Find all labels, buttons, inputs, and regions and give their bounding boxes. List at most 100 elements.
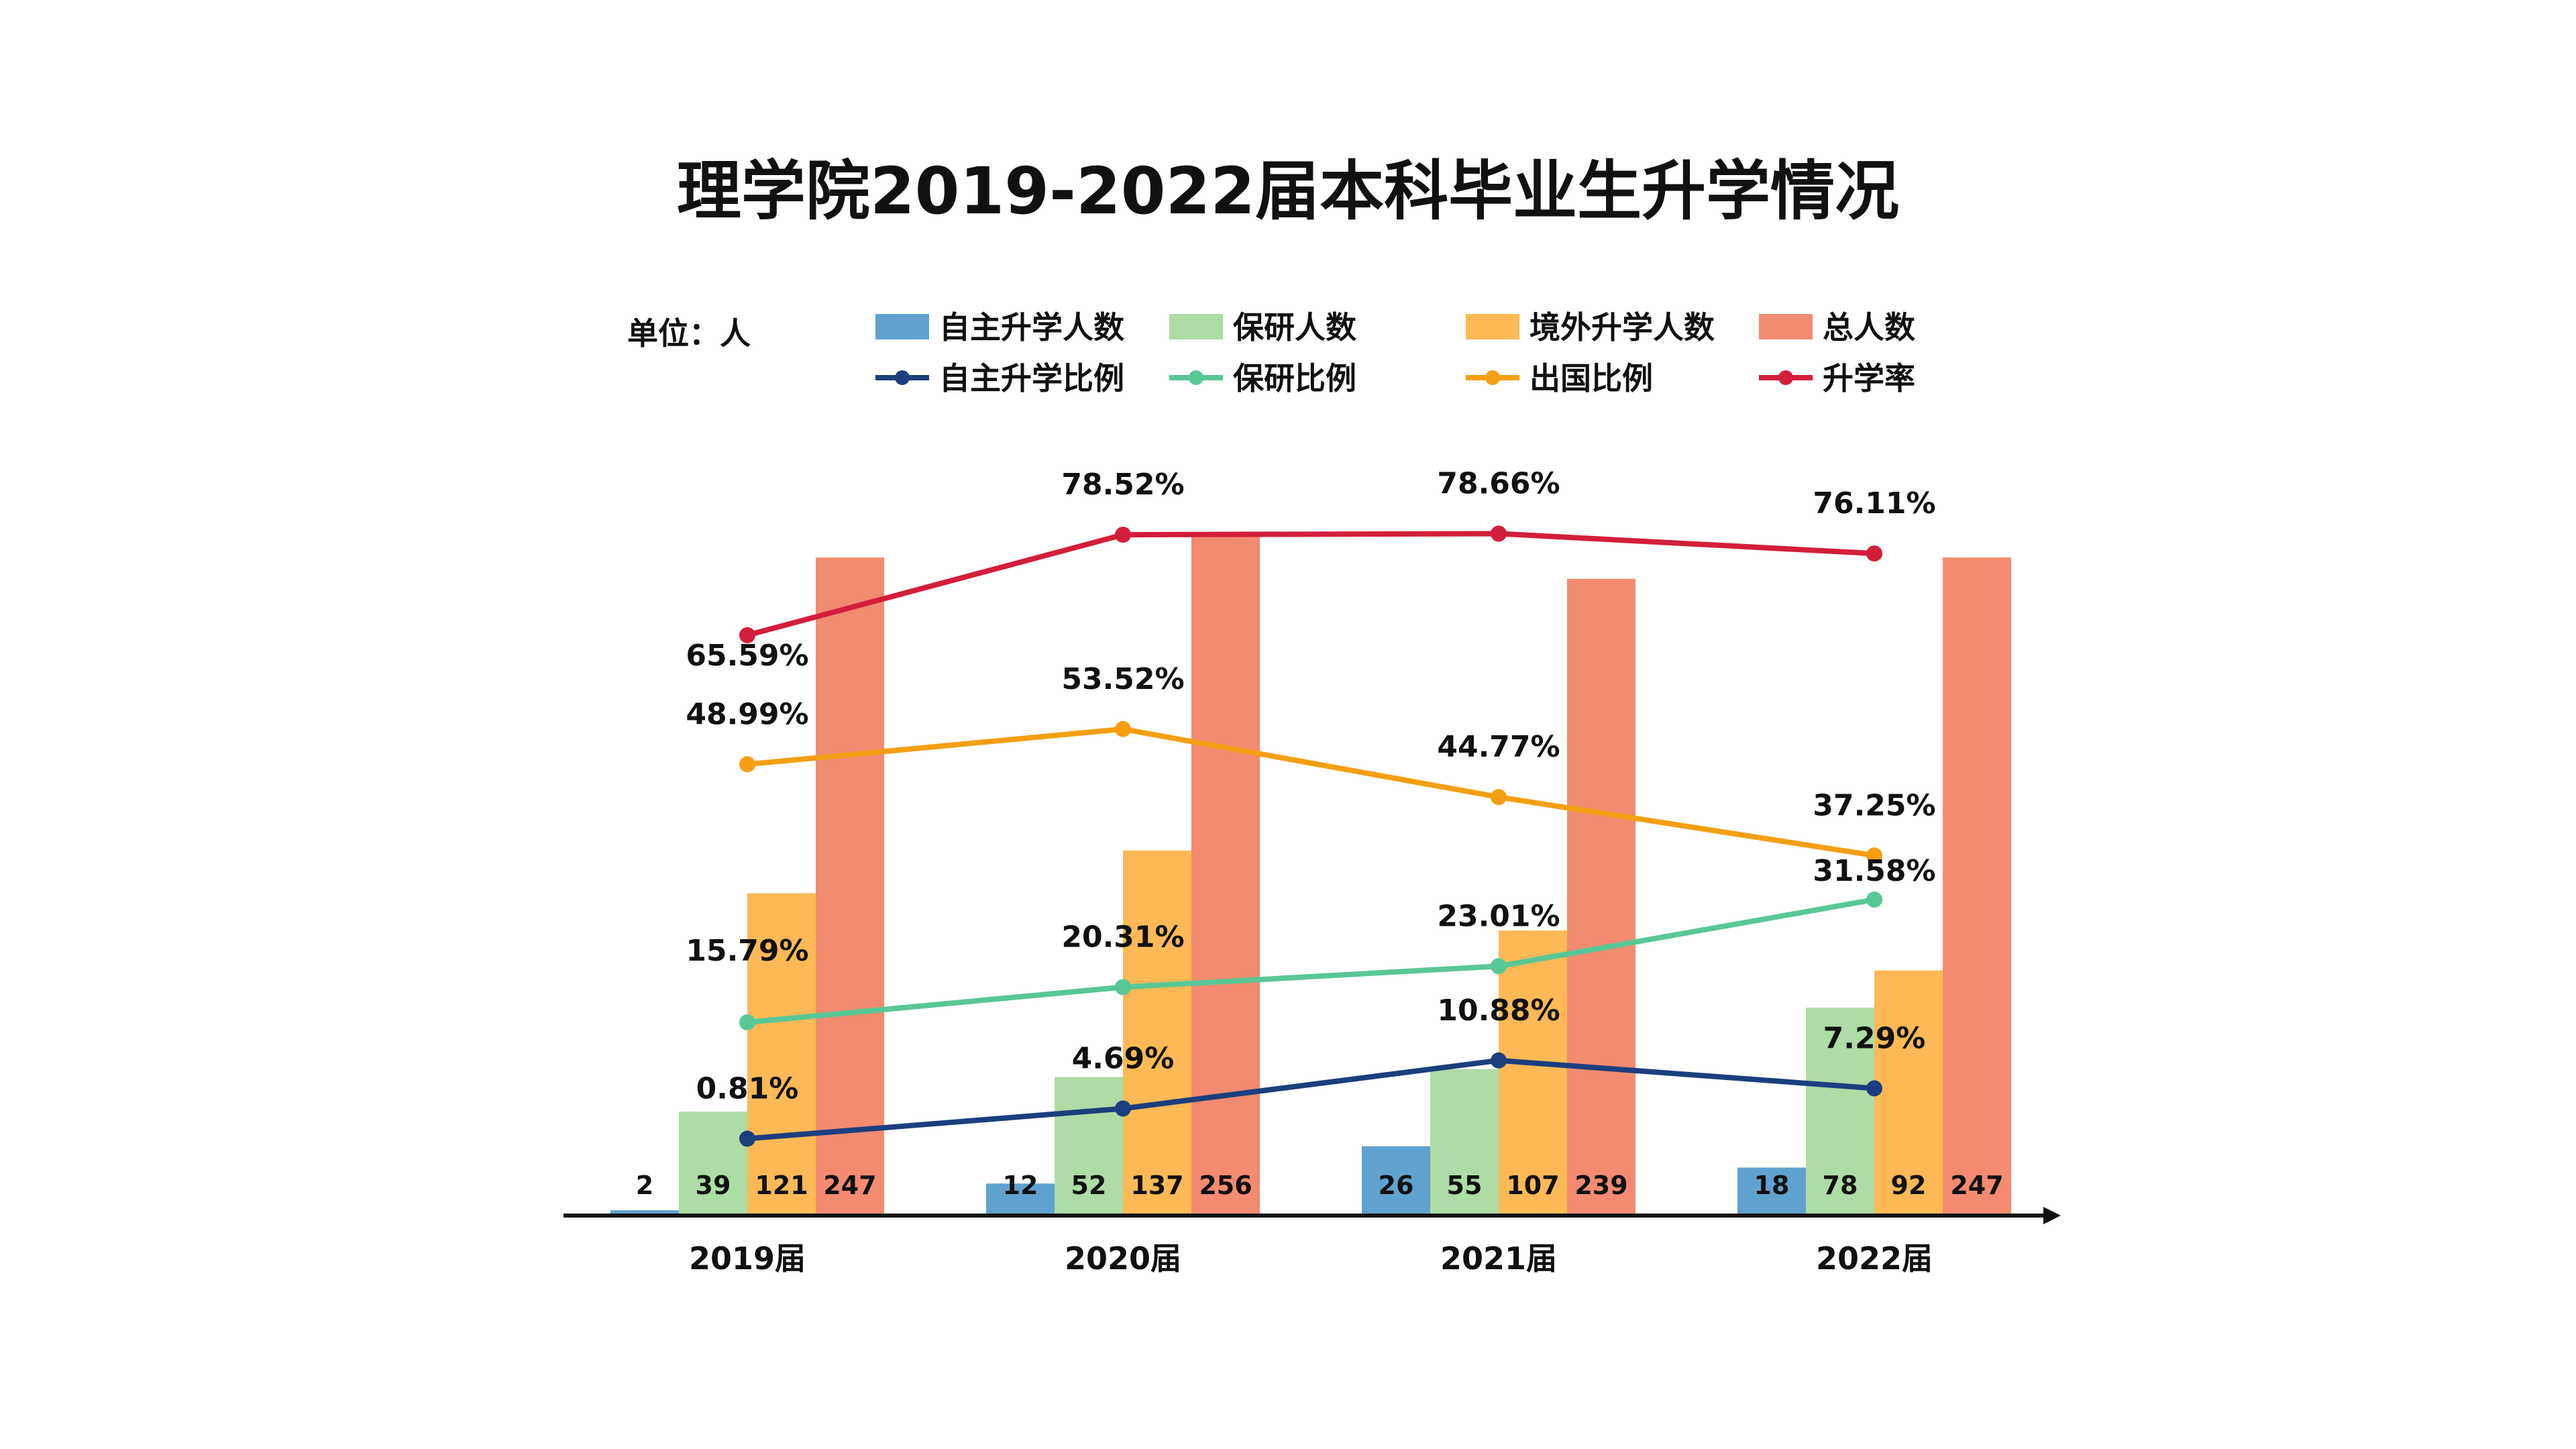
line-value-label-1-3: 31.58% [1813,854,1935,888]
bar-value-label-1-0: 39 [696,1171,731,1200]
line-3 [746,531,1875,638]
bar-2-2 [1499,930,1567,1216]
line-point-1-3 [1866,892,1882,908]
legend-item-bar-1: 保研人数 [1169,309,1356,345]
legend-label-bar-1: 保研人数 [1233,309,1356,345]
bar-1-3 [1806,1008,1874,1216]
line-point-2-3 [1866,847,1882,864]
legend-item-bar-2: 境外升学人数 [1466,309,1715,345]
bar-3-1 [1191,533,1260,1216]
legend-dot-3 [1778,370,1793,385]
x-axis [564,1207,2061,1224]
bar-1-0 [679,1112,747,1216]
legend-label-line-3: 升学率 [1823,360,1915,396]
line-point-2-0 [739,756,755,773]
legend-label-line-1: 保研比例 [1233,360,1356,396]
bar-value-label-3-3: 247 [1950,1171,2003,1200]
line-point-3-1 [1115,527,1131,543]
x-axis-arrow [2043,1207,2061,1224]
line-value-label-0-1: 4.69% [1072,1042,1175,1076]
legend-label-bar-2: 境外升学人数 [1529,309,1715,345]
line-point-1-1 [1115,979,1131,996]
line-value-label-2-0: 48.99% [686,697,808,731]
bar-0-0 [610,1210,679,1216]
bar-value-label-2-1: 137 [1130,1171,1183,1200]
legend-swatch-bar-3 [1759,314,1813,339]
line-point-0-2 [1491,1052,1507,1069]
line-point-1-0 [739,1014,755,1030]
line-value-label-2-2: 44.77% [1437,730,1560,764]
category-label-3: 2022届 [1816,1240,1933,1277]
line-value-label-3-2: 78.66% [1437,467,1560,501]
line-value-label-1-1: 20.31% [1061,920,1184,955]
bar-value-label-1-1: 52 [1071,1171,1107,1200]
line-point-2-2 [1491,789,1507,806]
line-value-label-2-1: 53.52% [1061,662,1184,696]
bars [610,533,2011,1216]
chart-title: 理学院2019-2022届本科毕业生升学情况 [677,154,1899,229]
bar-value-label-3-2: 239 [1574,1171,1627,1200]
legend-dot-1 [1189,370,1203,385]
line-value-label-3-3: 76.11% [1813,486,1935,521]
legend-swatch-bar-1 [1169,314,1223,339]
line-value-label-2-3: 37.25% [1813,788,1935,822]
legend-label-line-0: 自主升学比例 [939,360,1124,396]
bar-value-label-2-3: 92 [1891,1171,1927,1200]
bar-value-label-1-3: 78 [1823,1171,1858,1200]
bar-value-label-1-2: 55 [1447,1171,1483,1200]
legend-item-line-2: 出国比例 [1466,360,1653,396]
line-0 [747,1057,1875,1142]
line-value-label-0-2: 10.88% [1437,994,1560,1028]
legend-item-bar-0: 自主升学人数 [875,309,1124,345]
lines [739,525,1882,1147]
line-point-0-3 [1866,1080,1882,1097]
line-point-3-3 [1866,545,1882,562]
bar-1-2 [1430,1069,1499,1216]
legend-item-line-0: 自主升学比例 [875,360,1124,396]
bar-value-label-3-0: 247 [823,1171,876,1200]
legend-item-bar-3: 总人数 [1759,309,1915,345]
legend-dot-0 [895,370,910,385]
bar-3-2 [1567,578,1635,1216]
legend-swatch-bar-2 [1466,314,1519,339]
line-point-2-1 [1115,720,1131,737]
bar-0-2 [1362,1146,1430,1216]
legend-label-bar-3: 总人数 [1823,309,1915,345]
bar-value-label-2-0: 121 [755,1171,808,1200]
bar-value-label-0-2: 26 [1379,1171,1414,1200]
legend-label-bar-0: 自主升学人数 [939,309,1124,345]
bar-3-0 [816,557,884,1216]
legend-swatch-bar-0 [875,314,929,339]
line-value-label-0-3: 7.29% [1823,1021,1926,1055]
line-value-label-1-2: 23.01% [1437,899,1560,933]
legend-item-line-1: 保研比例 [1169,360,1356,396]
line-point-1-2 [1491,958,1507,975]
line-value-label-0-0: 0.81% [696,1071,799,1106]
bar-value-label-3-1: 256 [1199,1171,1252,1200]
bar-value-label-0-1: 12 [1003,1171,1038,1200]
bar-2-3 [1874,970,1943,1216]
line-value-label-3-0: 65.59% [686,639,808,673]
category-label-1: 2020届 [1065,1240,1181,1277]
bar-2-1 [1123,850,1191,1216]
bar-value-label-0-3: 18 [1754,1171,1790,1200]
bar-value-label-0-0: 2 [636,1171,653,1200]
line-value-label-1-0: 15.79% [686,934,808,968]
unit-label: 单位：人 [627,315,751,352]
line-value-label-3-1: 78.52% [1061,468,1184,502]
line-point-0-1 [1115,1100,1131,1117]
line-point-0-0 [739,1130,755,1147]
bar-value-label-2-2: 107 [1506,1171,1559,1200]
bar-0-3 [1737,1167,1806,1216]
line-1 [747,897,1875,1025]
legend-item-line-3: 升学率 [1759,360,1915,396]
bar-3-3 [1943,557,2011,1216]
legend: 自主升学人数 保研人数 境外升学人数 总人数 自主升学比例 保研比例 出国比例 [875,309,1915,396]
legend-dot-2 [1485,370,1500,385]
bar-0-1 [986,1183,1055,1216]
category-label-0: 2019届 [689,1240,806,1277]
line-point-3-0 [739,627,755,643]
bar-2-0 [747,893,816,1216]
